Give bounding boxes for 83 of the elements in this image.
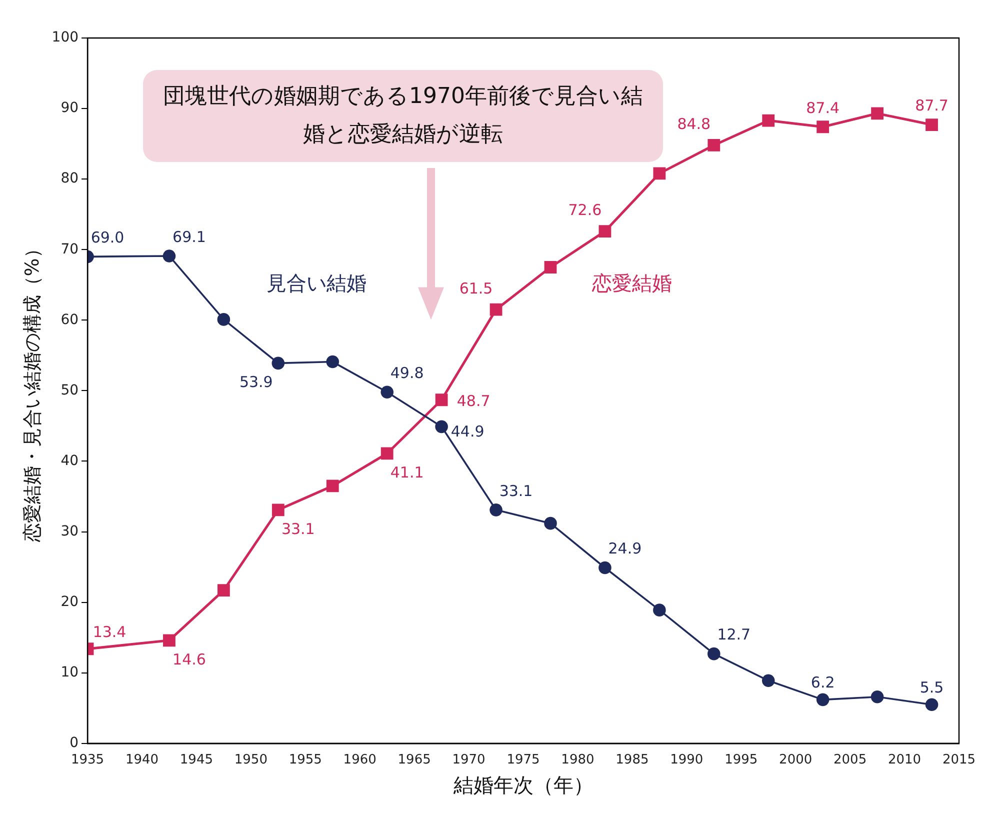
- data-label: 44.9: [450, 422, 484, 441]
- data-label: 61.5: [459, 279, 493, 298]
- data-label: 33.1: [281, 520, 315, 538]
- point: [435, 394, 448, 406]
- point: [598, 225, 612, 238]
- data-label: 41.1: [390, 463, 424, 482]
- point: [926, 118, 938, 131]
- data-label: 13.4: [92, 622, 126, 641]
- point: [544, 261, 557, 274]
- data-label: 6.2: [810, 674, 835, 692]
- y-tick-label: 70: [60, 241, 79, 258]
- x-tick-label: 1950: [234, 752, 268, 768]
- point: [272, 504, 284, 516]
- data-label: 84.8: [677, 115, 711, 134]
- point: [272, 356, 285, 370]
- data-label: 14.6: [172, 650, 206, 668]
- y-tick-label: 30: [60, 523, 79, 540]
- x-tick-label: 2000: [779, 752, 812, 768]
- point: [762, 114, 775, 127]
- point: [762, 674, 775, 688]
- data-label: 12.7: [717, 626, 751, 644]
- x-tick-label: 1975: [506, 752, 540, 768]
- point: [653, 604, 666, 616]
- data-label: 72.6: [568, 201, 602, 220]
- data-label: 49.8: [390, 364, 424, 382]
- series-label: 恋愛結婚: [591, 271, 672, 296]
- x-tick-label: 1955: [288, 752, 322, 768]
- data-label: 69.0: [90, 228, 124, 247]
- x-tick-label: 1970: [452, 752, 486, 768]
- x-tick-label: 1945: [180, 752, 214, 768]
- data-label: 33.1: [499, 482, 533, 500]
- x-tick-label: 1980: [561, 752, 594, 768]
- x-tick-label: 2015: [942, 752, 976, 768]
- y-tick-label: 90: [60, 100, 79, 116]
- y-tick-label: 10: [60, 664, 79, 680]
- point: [870, 690, 884, 704]
- point: [217, 313, 230, 326]
- y-tick-label: 40: [60, 452, 79, 469]
- point: [217, 584, 230, 597]
- point: [653, 167, 666, 180]
- point: [162, 250, 176, 262]
- point: [380, 386, 394, 399]
- y-tick-label: 80: [60, 170, 79, 187]
- data-label: 48.7: [456, 392, 490, 410]
- x-tick-label: 1995: [724, 752, 758, 768]
- point: [925, 698, 938, 712]
- x-tick-label: 1990: [670, 752, 704, 768]
- x-tick-label: 1940: [125, 752, 159, 768]
- y-tick-label: 0: [70, 735, 79, 752]
- y-tick-label: 60: [60, 312, 79, 328]
- point: [490, 303, 502, 316]
- x-tick-label: 1985: [616, 752, 649, 768]
- point: [380, 447, 394, 460]
- x-axis-title: 結婚年次（年）: [452, 773, 594, 798]
- y-tick-label: 100: [52, 30, 79, 46]
- data-label: 87.4: [806, 98, 840, 117]
- point: [707, 647, 720, 660]
- point: [490, 504, 502, 516]
- point: [326, 355, 340, 368]
- y-axis-title: 恋愛結婚・見合い結婚の構成（%）: [21, 239, 44, 544]
- x-tick-label: 1935: [70, 752, 104, 768]
- point: [708, 139, 720, 152]
- data-label: 87.7: [915, 96, 948, 115]
- x-tick-label: 1960: [343, 752, 376, 768]
- x-tick-label: 2005: [834, 752, 867, 768]
- text: 見合い結婚: [266, 271, 366, 296]
- y-tick-label: 20: [60, 594, 79, 610]
- annotation: 団塊世代の婚姻期である1970年前後で見合い結婚と恋愛結婚が逆転: [162, 83, 644, 149]
- y-tick-label: 50: [60, 382, 79, 398]
- point: [871, 107, 884, 120]
- x-tick-label: 1965: [398, 752, 431, 768]
- point: [435, 420, 448, 434]
- point: [816, 693, 830, 706]
- point: [163, 634, 176, 647]
- point: [544, 516, 557, 530]
- data-label: 5.5: [920, 678, 944, 696]
- data-label: 53.9: [239, 373, 273, 392]
- point: [598, 561, 612, 574]
- x-tick-label: 2010: [888, 752, 922, 768]
- data-label: 24.9: [608, 540, 642, 558]
- point: [326, 480, 339, 492]
- point: [816, 120, 830, 134]
- data-label: 69.1: [172, 228, 206, 246]
